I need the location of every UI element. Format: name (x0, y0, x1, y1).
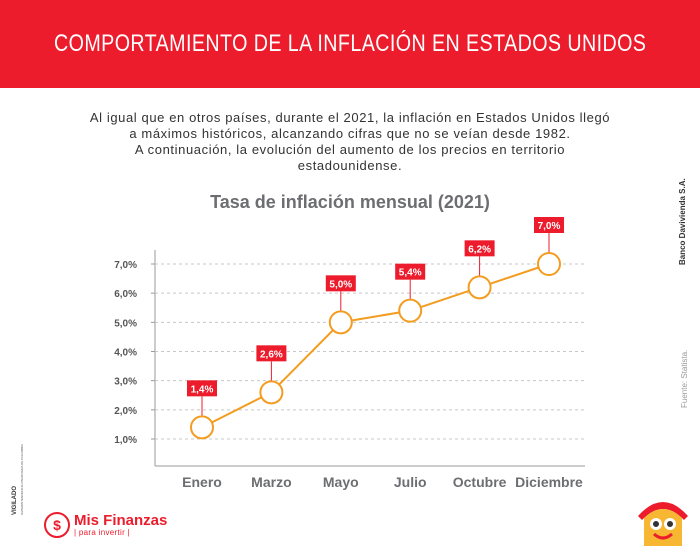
y-tick-label: 7,0% (114, 260, 137, 271)
bank-label: Banco Davivienda S.A. (678, 178, 687, 265)
y-tick-label: 2,0% (114, 406, 137, 417)
intro-text: Al igual que en otros países, durante el… (60, 110, 640, 174)
data-label-box (187, 380, 217, 397)
data-point (398, 298, 423, 323)
x-tick-label: Diciembre (515, 474, 583, 490)
brand-tagline: | para invertir | (74, 528, 130, 537)
data-label-box (534, 217, 564, 233)
data-label: 6,2% (468, 244, 491, 255)
data-label-box (395, 263, 426, 280)
data-point (328, 310, 353, 335)
x-tick-label: Enero (182, 474, 222, 490)
y-tick-label: 1,0% (114, 435, 137, 446)
brand-name: Mis Finanzas (74, 512, 168, 529)
x-tick-label: Marzo (251, 474, 291, 490)
source-label: Fuente: Statista. (680, 349, 689, 408)
house-mascot-icon (638, 502, 688, 546)
data-label: 2,6% (260, 349, 283, 360)
data-label: 1,4% (191, 384, 214, 395)
y-tick-label: 4,0% (114, 348, 137, 359)
x-tick-label: Mayo (323, 474, 359, 490)
y-tick-label: 3,0% (114, 377, 137, 388)
y-tick-label: 5,0% (114, 318, 137, 329)
header-banner: COMPORTAMIENTO DE LA INFLACIÓN EN ESTADO… (0, 0, 700, 88)
data-point (537, 252, 561, 276)
dollar-icon: $ (44, 512, 70, 538)
page-title: COMPORTAMIENTO DE LA INFLACIÓN EN ESTADO… (53, 30, 647, 57)
x-tick-label: Julio (394, 474, 427, 490)
data-point (190, 415, 214, 440)
data-label: 7,0% (538, 221, 561, 232)
intro-line: a máximos históricos, alcanzando cifras … (129, 126, 571, 141)
data-label-box (256, 345, 287, 362)
chart-title: Tasa de inflación mensual (2021) (210, 192, 490, 212)
data-point (259, 380, 284, 405)
data-label-box (325, 275, 356, 292)
brand-logo: $ Mis Finanzas | para invertir | (44, 512, 167, 538)
intro-line: Al igual que en otros países, durante el… (89, 110, 611, 125)
intro-line: A continuación, la evolución del aumento… (134, 142, 566, 157)
data-label: 5,4% (399, 268, 422, 279)
intro-line: estadounidense. (297, 158, 403, 173)
vigilado-label: VIGILADO (12, 485, 18, 515)
series-line (201, 263, 550, 429)
data-label: 5,0% (329, 279, 352, 290)
y-tick-label: 6,0% (114, 289, 137, 300)
data-point (467, 275, 492, 300)
data-label-box (464, 240, 495, 257)
vigilado-sub-label: SUPERINTENDENCIA FINANCIERA DE COLOMBIA (20, 443, 24, 515)
x-tick-label: Octubre (453, 474, 507, 490)
